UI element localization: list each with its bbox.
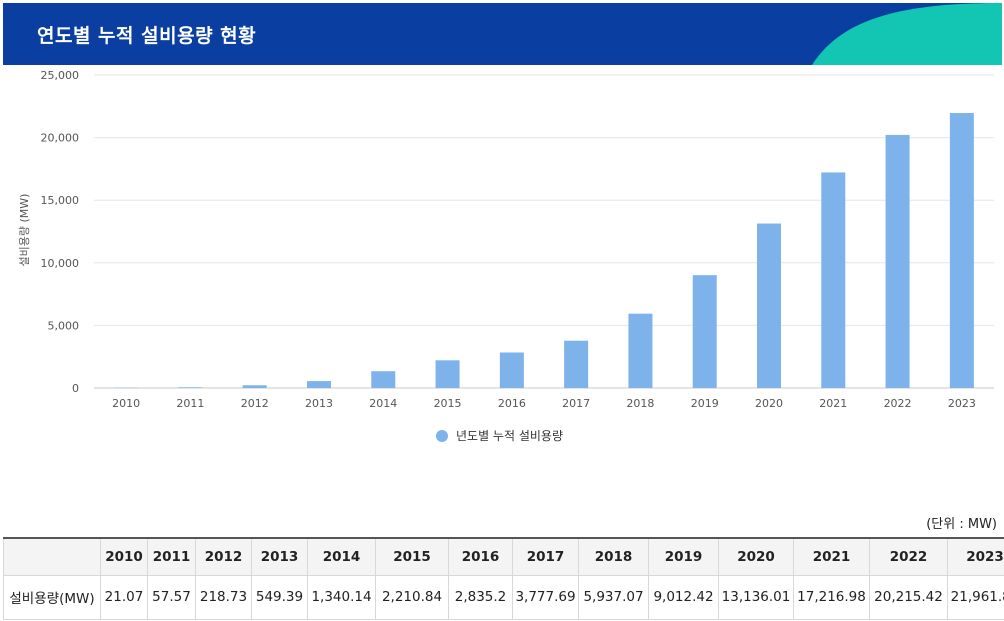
table-row: 설비용량(MW) 21.07 57.57 218.73 549.39 1,340.14 2,… (3, 574, 1004, 620)
table-cell: 1,340.14 (307, 574, 376, 620)
table-cell: 20,215.42 (869, 574, 948, 620)
column-header: 2022 (869, 537, 948, 576)
y-tick-label: 25,000 (41, 69, 80, 82)
table-cell: 13,136.01 (718, 574, 794, 620)
table-cell: 21.07 (100, 574, 148, 620)
x-tick-label: 2019 (691, 397, 719, 410)
table-corner-cell (3, 537, 101, 576)
y-axis-ticks: 0 5,000 10,000 15,000 20,000 25,000 (41, 69, 80, 395)
column-header: 2019 (648, 537, 719, 576)
column-header: 2013 (251, 537, 308, 576)
table-cell: 17,216.98 (793, 574, 870, 620)
table-header-row: 2010 2011 2012 2013 2014 2015 2016 2017 2018 2019… (3, 537, 1004, 576)
table-cell: 3,777.69 (512, 574, 579, 620)
column-header: 2023 (947, 537, 1004, 576)
x-tick-label: 2013 (305, 397, 333, 410)
bar-2023[interactable] (949, 113, 974, 388)
legend-label: 년도별 누적 설비용량 (456, 429, 563, 443)
column-header: 2011 (147, 537, 196, 576)
x-tick-label: 2021 (819, 397, 847, 410)
column-header: 2015 (375, 537, 449, 576)
gridlines (94, 74, 994, 389)
row-header: 설비용량(MW) (3, 574, 101, 620)
bar-2017[interactable] (564, 340, 589, 388)
y-tick-label: 20,000 (41, 132, 80, 145)
header-accent-shape (812, 3, 1002, 65)
bar-2020[interactable] (757, 223, 781, 388)
column-header: 2016 (448, 537, 513, 576)
unit-note: (단위 : MW) (926, 517, 997, 532)
y-tick-label: 15,000 (41, 194, 80, 207)
bar-2012[interactable] (242, 385, 267, 388)
table-cell: 5,937.07 (578, 574, 649, 620)
x-tick-label: 2016 (498, 397, 526, 410)
table-cell: 2,835.2 (448, 574, 513, 620)
data-table: 2010 2011 2012 2013 2014 2015 2016 2017 2018 2019… (3, 537, 1004, 620)
bar-2022[interactable] (885, 134, 910, 388)
chart-legend[interactable]: 년도별 누적 설비용량 (436, 427, 563, 444)
table-cell: 218.73 (195, 574, 252, 620)
bars (114, 113, 974, 388)
legend-swatch (436, 429, 448, 442)
x-tick-label: 2023 (948, 397, 976, 410)
table-cell: 57.57 (147, 574, 196, 620)
x-tick-label: 2012 (241, 397, 269, 410)
x-tick-label: 2017 (562, 397, 590, 410)
bar-2019[interactable] (692, 275, 717, 388)
x-tick-label: 2018 (626, 397, 654, 410)
column-header: 2020 (718, 537, 794, 576)
bar-2015[interactable] (435, 360, 460, 388)
table-cell: 2,210.84 (375, 574, 449, 620)
y-axis-label: 설비용량 (MW) (18, 194, 31, 267)
x-tick-label: 2010 (112, 397, 140, 410)
x-tick-label: 2022 (884, 397, 912, 410)
x-tick-label: 2011 (176, 397, 204, 410)
y-tick-label: 0 (72, 382, 79, 395)
bar-2016[interactable] (499, 352, 524, 388)
bar-2018[interactable] (628, 313, 653, 388)
y-tick-label: 10,000 (41, 257, 80, 270)
column-header: 2010 (100, 537, 148, 576)
column-header: 2017 (512, 537, 579, 576)
column-header: 2018 (578, 537, 649, 576)
column-header: 2014 (307, 537, 376, 576)
table-cell: 21,961.83 (947, 574, 1004, 620)
chart-header: 연도별 누적 설비용량 현황 (3, 3, 1002, 65)
x-axis-ticks: 2010 2011 2012 2013 2014 2015 2016 2017 2018 2019… (112, 397, 976, 410)
y-tick-label: 5,000 (48, 319, 80, 332)
column-header: 2012 (195, 537, 252, 576)
x-tick-label: 2020 (755, 397, 783, 410)
table-cell: 549.39 (251, 574, 308, 620)
column-header: 2021 (793, 537, 870, 576)
x-tick-label: 2015 (434, 397, 462, 410)
bar-2021[interactable] (821, 172, 846, 388)
bar-2011[interactable] (178, 387, 203, 388)
table-cell: 9,012.42 (648, 574, 719, 620)
bar-2013[interactable] (307, 381, 331, 388)
bar-2014[interactable] (371, 371, 396, 388)
x-tick-label: 2014 (369, 397, 397, 410)
page-title: 연도별 누적 설비용량 현황 (37, 25, 257, 47)
